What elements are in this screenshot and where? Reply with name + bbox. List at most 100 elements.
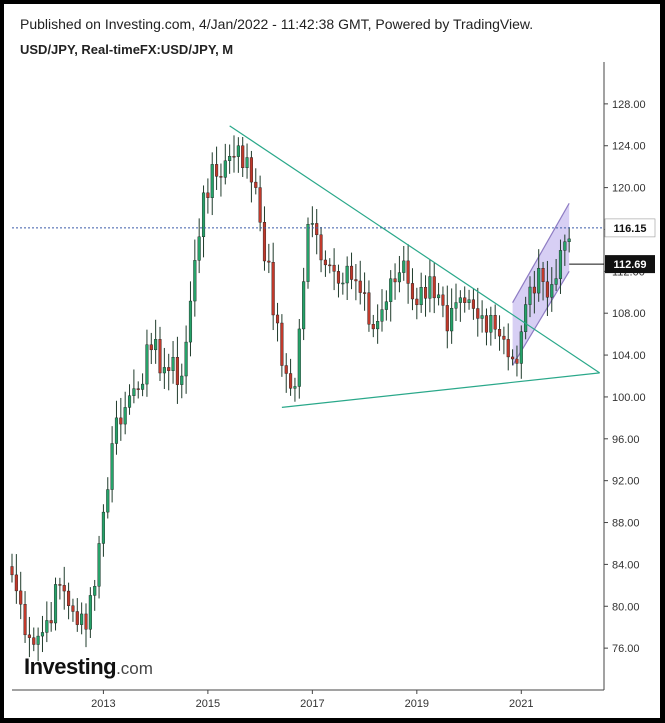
candle-body xyxy=(180,375,184,385)
candle-body xyxy=(206,192,210,198)
candle-body xyxy=(84,613,88,630)
candle-body xyxy=(511,356,515,360)
candle-body xyxy=(463,297,467,303)
candle-body xyxy=(93,586,97,596)
candle-body xyxy=(119,417,123,425)
candle-body xyxy=(410,283,415,300)
investing-logo: Investing.com xyxy=(24,654,153,680)
candle-body xyxy=(397,272,401,283)
x-tick-label: 2015 xyxy=(196,698,220,710)
drawings xyxy=(12,125,604,408)
candle-body xyxy=(210,164,214,198)
candle-body xyxy=(345,265,349,284)
candle-body xyxy=(219,176,223,178)
candle-body xyxy=(53,584,58,624)
candle-body xyxy=(145,344,149,385)
candle-body xyxy=(114,417,119,444)
x-tick-label: 2019 xyxy=(405,698,429,710)
candle-body xyxy=(328,264,332,267)
candle-body xyxy=(101,511,105,544)
y-tick-label: 84.00 xyxy=(612,559,640,571)
candle-body xyxy=(428,276,432,299)
candle-body xyxy=(458,297,462,303)
candle-body xyxy=(249,157,253,183)
candle-body xyxy=(319,234,323,261)
candle-body xyxy=(532,286,536,294)
candle-body xyxy=(223,160,227,178)
candle-body xyxy=(19,590,23,605)
candle-body xyxy=(49,620,53,624)
candle-body xyxy=(349,265,354,280)
candle-body xyxy=(162,367,166,374)
candle-body xyxy=(215,164,219,177)
candle-body xyxy=(14,574,18,592)
y-tick-label: 128.00 xyxy=(612,99,646,111)
candle-body xyxy=(441,294,445,306)
y-tick-label: 76.00 xyxy=(612,643,640,655)
candle-body xyxy=(302,281,306,330)
candle-body xyxy=(550,284,554,298)
candle-body xyxy=(306,224,310,282)
candle-body xyxy=(545,281,549,298)
candle-body xyxy=(228,155,232,161)
y-tick-label: 124.00 xyxy=(612,141,646,153)
candle-body xyxy=(528,286,532,305)
candle-body xyxy=(515,358,519,364)
candle-body xyxy=(297,328,301,387)
price-chart[interactable]: 76.00 80.00 84.00 88.00 92.00 96.00 100.00 104.… xyxy=(4,4,660,718)
candle-body xyxy=(315,223,319,236)
y-tick-label: 104.00 xyxy=(612,350,646,362)
candle-body xyxy=(415,298,419,306)
candle-body xyxy=(358,280,362,293)
candle-body xyxy=(62,585,66,592)
logo-name: Investing xyxy=(24,654,117,679)
candle-body xyxy=(284,365,288,374)
candle-body xyxy=(267,260,271,263)
candle-body xyxy=(184,341,188,377)
candle-body xyxy=(123,407,127,425)
candle-body xyxy=(36,635,40,645)
candle-body xyxy=(32,637,36,645)
candle-body xyxy=(149,344,153,351)
level-tag-box xyxy=(604,218,656,238)
candle-body xyxy=(406,260,410,284)
candle-body xyxy=(493,315,497,330)
channel-upper-line xyxy=(512,203,570,304)
candle-body xyxy=(289,373,293,389)
candle-body xyxy=(393,278,397,283)
y-tick-label: 80.00 xyxy=(612,601,640,613)
candle-body xyxy=(323,259,327,266)
y-tick-label: 92.00 xyxy=(612,476,640,488)
candle-body xyxy=(336,271,341,284)
candle-body xyxy=(376,321,380,330)
candle-body xyxy=(437,294,441,299)
candle-body xyxy=(293,386,297,389)
candle-body xyxy=(480,315,484,319)
candle-body xyxy=(275,314,280,324)
price-tags: 116.15 112.69 xyxy=(569,218,656,274)
candle-body xyxy=(10,566,14,576)
candle-body xyxy=(367,292,371,325)
level-tag-label: 116.15 xyxy=(613,223,646,235)
candle-body xyxy=(171,357,175,371)
candle-body xyxy=(419,287,423,306)
candle-body xyxy=(45,620,49,633)
candle-body xyxy=(110,443,114,490)
y-tick-label: 108.00 xyxy=(612,308,646,320)
candle-body xyxy=(127,395,132,408)
candle-body xyxy=(502,335,506,340)
candles xyxy=(10,135,571,662)
candle-body xyxy=(236,145,240,157)
candle-body xyxy=(445,305,449,332)
x-tick-label: 2021 xyxy=(509,698,533,710)
candle-body xyxy=(67,590,71,606)
candle-body xyxy=(484,315,489,333)
candle-body xyxy=(567,238,571,242)
y-tick-label: 88.00 xyxy=(612,518,640,530)
candle-body xyxy=(193,260,197,302)
candle-body xyxy=(354,279,358,282)
current-price-tag-label: 112.69 xyxy=(613,259,646,271)
candle-body xyxy=(402,260,406,273)
chart-title: USD/JPY, Real-timeFX:USD/JPY, M xyxy=(20,42,234,57)
candle-body xyxy=(363,292,367,294)
